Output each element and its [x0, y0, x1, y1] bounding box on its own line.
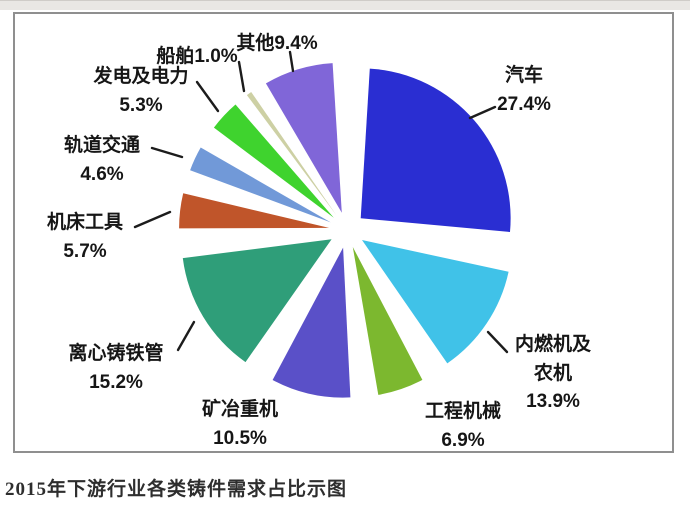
- slice-label-percent: 13.9%: [526, 391, 580, 412]
- slice-label-5: 机床工具 5.7%: [37, 209, 133, 266]
- slice-label-percent: 27.4%: [497, 93, 551, 115]
- slice-label-percent: 5.3%: [119, 94, 163, 116]
- slice-label-7: 发电及电力 5.3%: [56, 63, 226, 120]
- leader-line-7: [195, 80, 220, 113]
- slice-label-percent: 1.0%: [194, 46, 238, 67]
- slice-label-percent: 6.9%: [441, 429, 485, 451]
- slice-label-8: 船舶1.0%: [142, 43, 252, 72]
- slice-label-name: 汽车: [504, 65, 543, 86]
- slice-label-name: 其他: [236, 33, 275, 54]
- slice-label-percent: 9.4%: [274, 33, 318, 54]
- pie-slice-4: [182, 239, 332, 363]
- leader-line-1: [486, 330, 509, 354]
- slice-label-name: 发电及电力: [93, 66, 189, 87]
- slice-label-9: 其他9.4%: [227, 30, 327, 59]
- leader-line-6: [150, 146, 184, 159]
- slice-label-3: 矿冶重机 10.5%: [192, 396, 288, 453]
- slice-label-0: 汽车 27.4%: [488, 62, 560, 119]
- leader-line-0: [468, 105, 497, 120]
- slice-label-name: 轨道交通: [63, 135, 140, 156]
- leader-line-4: [176, 320, 196, 352]
- leader-line-5: [133, 210, 172, 229]
- pie-slice-5: [179, 193, 330, 229]
- slice-label-percent: 4.6%: [80, 163, 124, 185]
- pie-slice-0: [360, 68, 511, 232]
- pie-slices-group: [179, 63, 511, 398]
- slice-label-2: 工程机械 6.9%: [415, 398, 511, 455]
- pie-slice-1: [362, 240, 509, 364]
- chart-caption: 2015年下游行业各类铸件需求占比示图: [5, 479, 348, 500]
- slice-label-percent: 10.5%: [213, 427, 267, 449]
- slice-label-6: 轨道交通 4.6%: [54, 132, 150, 189]
- leader-line-9: [288, 50, 295, 73]
- pie-slice-9: [265, 63, 342, 213]
- pie-slice-7: [213, 104, 334, 218]
- slice-label-name: 船舶: [156, 46, 195, 67]
- slice-label-name: 矿冶重机: [201, 399, 278, 420]
- slice-label-4: 离心铸铁管 15.2%: [58, 340, 174, 397]
- pie-slice-8: [246, 92, 337, 216]
- slice-label-1: 内燃机及农机 13.9%: [511, 331, 595, 417]
- leader-lines-group: [133, 50, 509, 354]
- pie-slice-3: [272, 247, 351, 398]
- slice-label-name: 离心铸铁管: [68, 343, 164, 364]
- slice-label-percent: 5.7%: [63, 240, 107, 262]
- top-divider: [0, 0, 690, 10]
- slice-label-percent: 15.2%: [89, 371, 143, 393]
- slice-label-name: 机床工具: [46, 212, 123, 233]
- slice-label-name: 工程机械: [424, 401, 501, 422]
- pie-slice-2: [352, 247, 423, 395]
- slice-label-name: 内燃机及农机: [514, 334, 591, 384]
- pie-slice-6: [190, 147, 331, 223]
- leader-line-8: [237, 60, 246, 93]
